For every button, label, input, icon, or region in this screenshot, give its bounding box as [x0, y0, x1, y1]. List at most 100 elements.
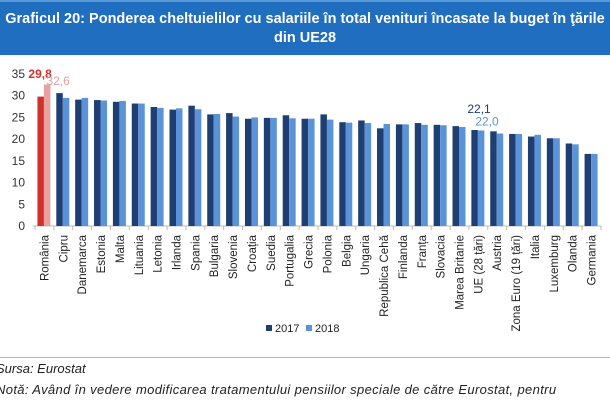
y-tick-label: 15 [12, 154, 26, 168]
bar-2018 [515, 133, 523, 226]
x-tick-label: Zona Euro (19 țări) [511, 235, 523, 332]
y-tick-label: 30 [12, 89, 26, 103]
footnote: Notă: Având în vedere modificarea tratam… [0, 382, 557, 397]
bar-2017 [75, 99, 82, 226]
x-tick-label: Letonia [153, 234, 165, 272]
x-tick-label: Slovacia [436, 234, 448, 278]
x-tick-label: Slovenia [228, 234, 240, 279]
bar-2017 [263, 117, 271, 226]
bar-2017 [131, 103, 139, 226]
bar-2017 [282, 115, 290, 226]
bar-2018 [572, 144, 579, 226]
legend-label: 2018 [315, 323, 339, 335]
data-label: 22,1 [467, 102, 491, 116]
bar-2018 [534, 134, 541, 226]
bar-2017 [226, 113, 233, 226]
bar-2017 [94, 100, 101, 226]
y-tick-label: 35 [12, 67, 26, 81]
bar-2017 [490, 131, 497, 226]
bar-2018 [100, 100, 108, 226]
x-tick-label: Polonia [322, 234, 334, 273]
bar-2017 [188, 105, 195, 226]
data-label: 32,6 [46, 74, 70, 88]
bar-2017 [37, 96, 44, 226]
bar-2017 [509, 133, 516, 226]
bar-2018 [138, 103, 145, 226]
bar-2018 [194, 109, 202, 226]
x-tick-label: Marea Britanie [455, 235, 467, 310]
bar-2018 [176, 108, 183, 226]
x-tick-label: Finlanda [398, 234, 410, 279]
x-tick-label: UE (28 țări) [473, 235, 485, 294]
bar-chart: 0 5 10 15 20 25 30 35 România Cipru Danemarca Eston… [12, 67, 602, 335]
x-tick-label: Lituania [134, 234, 146, 275]
x-tick-label: Ungaria [360, 234, 372, 275]
y-tick-label: 5 [18, 197, 25, 211]
bar-2017 [414, 123, 422, 226]
bar-2017 [320, 114, 327, 226]
bar-2018 [459, 126, 466, 226]
data-label: 29,8 [28, 67, 52, 81]
bar-2018 [383, 123, 391, 226]
x-tick-label: Belgia [341, 234, 353, 267]
bar-2017 [112, 101, 120, 226]
x-tick-label: Franța [417, 234, 429, 268]
bar-2018 [251, 117, 258, 226]
bar-2017 [546, 138, 554, 226]
bar-2017 [584, 153, 592, 226]
bar-2018 [289, 118, 296, 226]
bar-2018 [62, 97, 70, 226]
bar-2017 [358, 120, 365, 226]
x-tick-label: Germania [587, 234, 599, 285]
bar-2017 [169, 109, 176, 226]
bar-2017 [452, 126, 459, 226]
x-tick-label: Danemarca [77, 234, 89, 294]
legend-label: 2017 [275, 323, 299, 335]
bar-2017 [339, 122, 346, 226]
x-tick-label: Portugalia [285, 234, 297, 286]
bar-2017 [395, 124, 403, 226]
bar-2018 [591, 153, 598, 226]
bar-2017 [207, 114, 214, 226]
x-tick-label: Croația [247, 234, 259, 272]
x-tick-label: Irlanda [172, 234, 184, 270]
y-tick-label: 0 [18, 219, 25, 233]
x-tick-label: Spania [190, 234, 202, 270]
bar-2017 [433, 124, 441, 226]
bar-2018 [119, 100, 126, 226]
x-tick-label: Bulgaria [209, 234, 221, 277]
legend-swatch-2017 [266, 325, 272, 331]
bar-2017 [565, 143, 573, 226]
chart-title: Graficul 20: Ponderea cheltuielilor cu s… [0, 0, 610, 55]
x-tick-label: Italia [530, 234, 542, 259]
bar-2017 [471, 130, 478, 226]
x-tick-label: Luxemburg [549, 235, 561, 293]
x-tick-label: Suedia [266, 234, 278, 270]
bar-2018 [213, 113, 221, 226]
x-tick-label: Republica Cehă [379, 234, 391, 316]
bar-2018 [308, 118, 315, 226]
bar-2018 [270, 117, 277, 226]
bar-2017 [56, 93, 63, 226]
bar-2017 [527, 136, 535, 226]
bar-2018 [345, 122, 353, 226]
bar-2018 [553, 138, 560, 226]
y-tick-label: 25 [12, 110, 26, 124]
bar-2018 [496, 133, 504, 226]
x-tick-label: Olanda [568, 234, 580, 272]
bar-2018 [157, 107, 164, 226]
bar-2018 [81, 97, 89, 226]
bar-2018 [326, 119, 334, 226]
y-tick-label: 10 [12, 176, 26, 190]
bar-2018 [440, 125, 447, 226]
x-tick-label: România [39, 234, 51, 281]
bar-2018 [364, 123, 372, 226]
source-note: Sursa: Eurostat [0, 361, 86, 376]
x-tick-label: Austria [492, 234, 504, 270]
bar-2017 [244, 118, 252, 226]
bar-2018 [421, 124, 428, 226]
bar-2018 [43, 84, 51, 227]
bar-2018 [402, 124, 409, 226]
y-tick-label: 20 [12, 132, 26, 146]
bar-2017 [301, 118, 309, 226]
